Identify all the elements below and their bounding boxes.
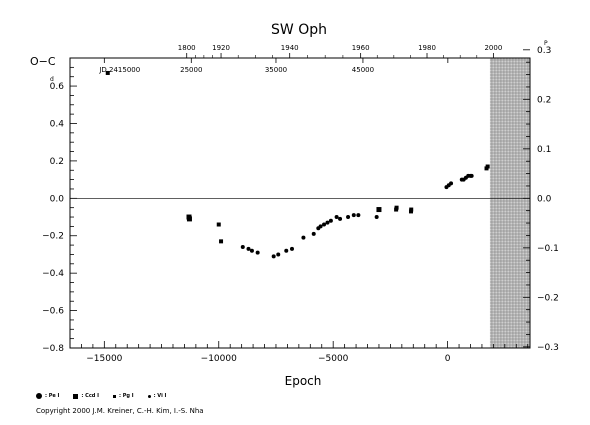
y-tick-label: 0.2 bbox=[50, 157, 64, 167]
right-y-tick-label: 0.0 bbox=[537, 194, 552, 204]
data-point-pg bbox=[409, 207, 414, 212]
y-tick-label: −0.6 bbox=[42, 307, 64, 317]
data-point-vi bbox=[334, 215, 339, 220]
data-point-vi bbox=[374, 215, 379, 220]
right-y-tick-label: 0.3 bbox=[537, 46, 551, 56]
data-point-vi bbox=[301, 235, 306, 240]
right-y-tick-label: −0.2 bbox=[537, 293, 559, 303]
data-point-vi bbox=[328, 218, 333, 223]
y-tick-label: −0.2 bbox=[42, 232, 64, 242]
x-tick-label: −10000 bbox=[201, 354, 237, 364]
legend: : Pe I : Ccd I : Pg I : Vi I bbox=[36, 393, 166, 399]
data-point-vi bbox=[276, 252, 281, 257]
plot-frame bbox=[69, 57, 531, 349]
data-point-vi bbox=[255, 250, 260, 255]
top-jd-label: 45000 bbox=[352, 66, 374, 74]
data-point-vi bbox=[351, 213, 356, 218]
legend-label-ccd: : Ccd I bbox=[81, 393, 99, 399]
y-axis-label: O−C bbox=[30, 55, 56, 68]
data-point-vi bbox=[289, 246, 294, 251]
top-year-label: 2000 bbox=[484, 44, 502, 52]
right-y-tick-label: 0.1 bbox=[537, 145, 551, 155]
data-point-vi bbox=[240, 244, 245, 249]
y-tick-label: −0.4 bbox=[42, 269, 64, 279]
top-jd-label: 35000 bbox=[265, 66, 287, 74]
top-jd-label: JD 2415000 bbox=[98, 66, 140, 74]
top-year-label: 1980 bbox=[418, 44, 436, 52]
data-point-vi bbox=[246, 246, 251, 251]
data-point-vi bbox=[271, 254, 276, 259]
legend-label-vi: : Vi I bbox=[153, 393, 167, 399]
data-point-pg bbox=[187, 215, 192, 220]
legend-item-ccd: : Ccd I bbox=[73, 393, 99, 399]
y-tick-label: 0.0 bbox=[50, 194, 65, 204]
small-dot-marker-icon bbox=[147, 394, 151, 398]
data-point-pg bbox=[485, 164, 490, 169]
data-point-vi bbox=[469, 173, 474, 178]
data-point-vi bbox=[346, 215, 351, 220]
data-point-vi bbox=[325, 220, 330, 225]
plot-area: −0.8 −0.6 −0.4 −0.2 0.0 0.2 0.4 0.6d −0.3 −0.2 −0.… bbox=[42, 40, 559, 364]
data-point-pg bbox=[394, 205, 399, 210]
top-year-label: 1960 bbox=[352, 44, 370, 52]
data-point-vi bbox=[449, 181, 454, 186]
top-year-label: 1800 bbox=[178, 44, 196, 52]
data-point-vi bbox=[318, 224, 323, 229]
data-point-vi bbox=[356, 213, 361, 218]
data-point-pg bbox=[105, 70, 110, 75]
x-tick-label: 0 bbox=[445, 354, 451, 364]
data-point-vi bbox=[322, 222, 327, 227]
small-square-marker-icon bbox=[112, 394, 116, 398]
big-dot-marker-icon bbox=[36, 393, 42, 399]
top-jd-label: 25000 bbox=[180, 66, 202, 74]
top-year-label: 1920 bbox=[212, 44, 230, 52]
right-y-tick-label: −0.3 bbox=[537, 343, 559, 353]
top-year-label: 1940 bbox=[281, 44, 299, 52]
x-tick-label: −5000 bbox=[318, 354, 349, 364]
data-point-vi bbox=[284, 248, 289, 253]
square-marker-icon bbox=[73, 393, 79, 399]
data-point-vi bbox=[311, 231, 316, 236]
chart-title: SW Oph bbox=[271, 22, 327, 38]
y-tick-label: 0.4 bbox=[50, 119, 65, 129]
right-y-tick-label: −0.1 bbox=[537, 244, 559, 254]
x-tick-label: −15000 bbox=[86, 354, 122, 364]
legend-label-pe: : Pe I bbox=[45, 393, 60, 399]
x-axis-label: Epoch bbox=[285, 374, 322, 388]
y-unit-label: d bbox=[50, 76, 54, 83]
right-y-tick-label: 0.2 bbox=[537, 95, 551, 105]
y-tick-label: 0.6 bbox=[50, 82, 65, 92]
right-y-unit-label: P bbox=[544, 40, 548, 47]
legend-label-pg: : Pg I bbox=[118, 393, 134, 399]
y-tick-label: −0.8 bbox=[42, 344, 64, 354]
data-point-ccd bbox=[376, 207, 382, 213]
data-point-pg bbox=[216, 222, 221, 227]
legend-item-vi: : Vi I bbox=[147, 393, 167, 399]
data-point-vi bbox=[249, 248, 254, 253]
data-point-pg bbox=[219, 239, 224, 244]
legend-item-pg: : Pg I bbox=[112, 393, 134, 399]
data-point-vi bbox=[338, 216, 343, 221]
copyright-notice: Copyright 2000 J.M. Kreiner, C.-H. Kim, … bbox=[36, 407, 204, 415]
legend-item-pe: : Pe I bbox=[36, 393, 59, 399]
